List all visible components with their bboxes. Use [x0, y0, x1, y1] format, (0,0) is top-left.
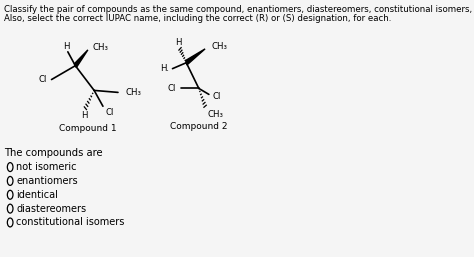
Text: Classify the pair of compounds as the same compound, enantiomers, diastereomers,: Classify the pair of compounds as the sa…: [4, 5, 474, 14]
Text: Compound 1: Compound 1: [59, 124, 117, 133]
Text: constitutional isomers: constitutional isomers: [17, 217, 125, 227]
Text: Also, select the correct IUPAC name, including the correct (R) or (S) designatio: Also, select the correct IUPAC name, inc…: [4, 14, 391, 23]
Text: diastereomers: diastereomers: [17, 204, 87, 214]
Text: identical: identical: [17, 190, 58, 200]
Text: Cl: Cl: [168, 84, 176, 93]
Polygon shape: [186, 49, 205, 65]
Text: Cl: Cl: [38, 75, 46, 84]
Text: H: H: [63, 42, 69, 51]
Text: CH₃: CH₃: [93, 43, 109, 52]
Text: not isomeric: not isomeric: [17, 162, 77, 172]
Text: H.: H.: [160, 64, 169, 73]
Text: H: H: [175, 39, 182, 48]
Text: enantiomers: enantiomers: [17, 176, 78, 186]
Polygon shape: [74, 50, 88, 68]
Text: CH₃: CH₃: [211, 42, 228, 51]
Text: Cl: Cl: [105, 108, 114, 117]
Text: CH₃: CH₃: [126, 88, 142, 97]
Text: The compounds are: The compounds are: [5, 148, 103, 158]
Text: Compound 2: Compound 2: [170, 122, 228, 131]
Text: Cl: Cl: [213, 92, 221, 101]
Text: H: H: [81, 111, 87, 120]
Text: CH₃: CH₃: [208, 110, 224, 119]
